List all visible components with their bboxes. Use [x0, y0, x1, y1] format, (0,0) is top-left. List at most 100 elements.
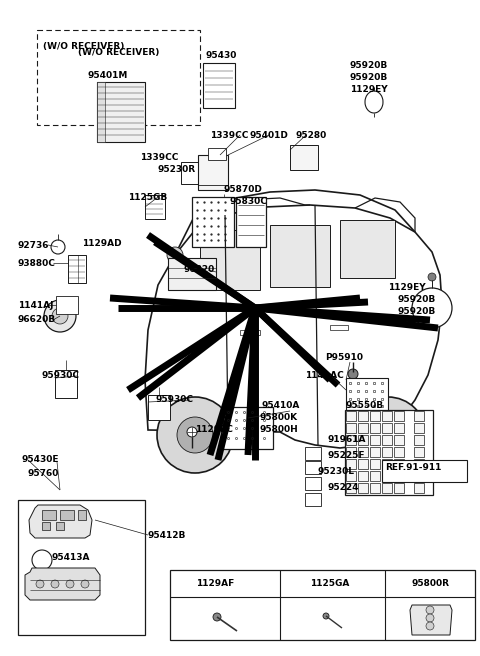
- Bar: [346, 423, 356, 433]
- Bar: [305, 477, 321, 490]
- Text: 1125GB: 1125GB: [128, 192, 167, 201]
- Bar: [394, 423, 404, 433]
- Text: 93880C: 93880C: [18, 258, 56, 268]
- Bar: [200, 230, 260, 290]
- Polygon shape: [410, 605, 452, 635]
- Bar: [394, 471, 404, 481]
- Circle shape: [51, 580, 59, 588]
- Bar: [382, 459, 392, 469]
- Polygon shape: [25, 568, 100, 600]
- Text: 95230L: 95230L: [318, 468, 355, 476]
- Bar: [68, 255, 86, 283]
- Circle shape: [350, 397, 426, 473]
- Text: 96620B: 96620B: [18, 316, 56, 325]
- Text: 95430E: 95430E: [22, 455, 60, 464]
- Bar: [394, 459, 404, 469]
- Bar: [346, 378, 388, 413]
- Bar: [382, 483, 392, 493]
- Circle shape: [412, 288, 452, 328]
- Text: 95550B: 95550B: [345, 401, 383, 409]
- Bar: [42, 510, 56, 520]
- Bar: [370, 447, 380, 457]
- Bar: [236, 197, 266, 247]
- Text: 95760: 95760: [28, 468, 60, 478]
- Bar: [382, 447, 392, 457]
- Text: 1339CC: 1339CC: [140, 154, 179, 163]
- Bar: [346, 447, 356, 457]
- Bar: [358, 471, 368, 481]
- Text: 95920B: 95920B: [350, 73, 388, 81]
- Bar: [97, 82, 145, 142]
- Bar: [414, 435, 424, 445]
- Bar: [394, 483, 404, 493]
- Bar: [223, 407, 273, 449]
- Circle shape: [177, 417, 213, 453]
- Bar: [414, 423, 424, 433]
- Bar: [18, 500, 145, 635]
- Bar: [330, 325, 348, 330]
- Bar: [290, 145, 318, 170]
- Circle shape: [36, 580, 44, 588]
- Text: 95930C: 95930C: [42, 371, 80, 380]
- Text: 95430: 95430: [205, 51, 236, 60]
- Text: 95401M: 95401M: [88, 70, 128, 79]
- Circle shape: [167, 247, 183, 263]
- Text: 95920B: 95920B: [350, 60, 388, 70]
- Bar: [56, 522, 64, 530]
- Bar: [346, 483, 356, 493]
- Circle shape: [426, 614, 434, 622]
- Bar: [414, 471, 424, 481]
- Text: P95910: P95910: [325, 354, 363, 363]
- Circle shape: [32, 550, 52, 570]
- Bar: [370, 435, 380, 445]
- Text: 1129AD: 1129AD: [82, 239, 121, 247]
- Text: (W/O RECEIVER): (W/O RECEIVER): [78, 47, 159, 56]
- Text: 1141AJ: 1141AJ: [18, 300, 53, 310]
- Polygon shape: [145, 205, 442, 448]
- Text: 91961A: 91961A: [328, 436, 367, 445]
- Circle shape: [323, 613, 329, 619]
- Circle shape: [348, 369, 358, 379]
- Bar: [346, 435, 356, 445]
- Bar: [358, 483, 368, 493]
- Circle shape: [44, 300, 76, 332]
- Bar: [414, 483, 424, 493]
- Text: 95920B: 95920B: [398, 295, 436, 304]
- Text: 1129AF: 1129AF: [196, 579, 234, 588]
- Text: 1141AC: 1141AC: [305, 371, 344, 380]
- Text: (W/O RECEIVER): (W/O RECEIVER): [43, 42, 124, 51]
- Circle shape: [213, 613, 221, 621]
- Text: 96820: 96820: [183, 266, 214, 274]
- Text: 95800R: 95800R: [411, 579, 449, 588]
- Bar: [346, 411, 356, 421]
- Bar: [345, 410, 433, 495]
- Text: 95930C: 95930C: [155, 396, 193, 405]
- Bar: [414, 411, 424, 421]
- Text: 95280: 95280: [296, 131, 327, 140]
- Bar: [394, 447, 404, 457]
- Bar: [358, 423, 368, 433]
- Bar: [414, 447, 424, 457]
- Bar: [168, 258, 216, 290]
- Bar: [192, 197, 234, 247]
- Text: 1339CC: 1339CC: [210, 131, 248, 140]
- Bar: [305, 447, 321, 460]
- Bar: [203, 63, 235, 108]
- Circle shape: [426, 606, 434, 614]
- Text: 95413A: 95413A: [52, 552, 91, 562]
- Bar: [78, 510, 86, 520]
- Circle shape: [51, 240, 65, 254]
- Bar: [358, 435, 368, 445]
- Text: 95800H: 95800H: [260, 424, 299, 434]
- Bar: [198, 155, 228, 190]
- Bar: [358, 447, 368, 457]
- Text: 95870D: 95870D: [224, 186, 263, 194]
- Bar: [97, 82, 105, 142]
- Circle shape: [428, 273, 436, 281]
- Text: 1125GA: 1125GA: [310, 579, 350, 588]
- Bar: [394, 435, 404, 445]
- Bar: [181, 162, 209, 184]
- Bar: [370, 411, 380, 421]
- Bar: [305, 493, 321, 506]
- Bar: [382, 423, 392, 433]
